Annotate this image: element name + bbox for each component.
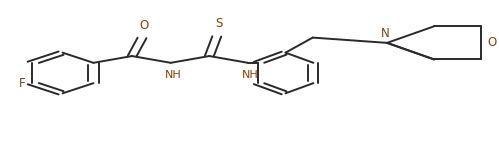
Text: NH: NH [242,70,259,80]
Text: O: O [140,19,149,32]
Text: F: F [19,77,26,90]
Text: NH: NH [165,70,182,80]
Text: N: N [381,27,390,40]
Text: S: S [216,17,223,30]
Text: O: O [487,36,497,49]
